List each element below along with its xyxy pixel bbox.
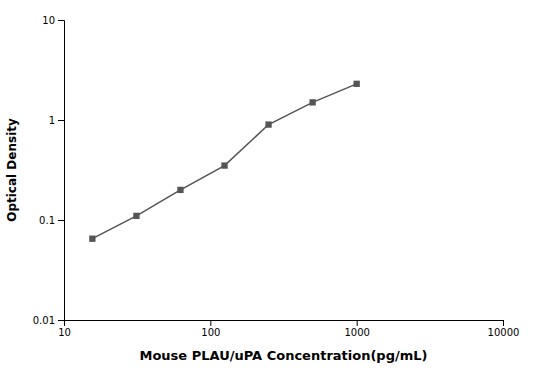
y-axis: 0.01 0.1 1 10 (33, 15, 65, 326)
tick: 0.1 (39, 215, 64, 226)
point (309, 99, 315, 105)
tick-mark (357, 320, 358, 326)
tick-mark (58, 20, 64, 21)
tick: 10 (42, 15, 64, 26)
tick-label: 1 (49, 115, 55, 126)
point (354, 81, 360, 87)
x-axis-title: Mouse PLAU/uPA Concentration(pg/mL) (140, 348, 428, 363)
tick: 0.01 (33, 315, 64, 326)
tick: 1000 (344, 320, 369, 338)
tick: 1 (49, 115, 64, 126)
tick-label: 10 (58, 327, 71, 338)
plot-area: 10 100 1000 10000 0.01 0.1 1 10 (33, 15, 520, 338)
tick: 10 (58, 320, 71, 338)
tick-mark (503, 320, 504, 326)
point (133, 213, 139, 219)
x-axis: 10 100 1000 10000 (58, 320, 519, 338)
tick: 10000 (488, 320, 520, 338)
series (89, 81, 360, 242)
tick-label: 1000 (344, 327, 369, 338)
tick-label: 10 (42, 15, 55, 26)
chart: 10 100 1000 10000 0.01 0.1 1 10 Mouse PLAU/uPA C… (0, 0, 533, 372)
line (92, 84, 356, 239)
y-axis-title: Optical Density (5, 118, 19, 222)
point (265, 121, 271, 127)
tick-mark (58, 320, 64, 321)
tick-mark (58, 220, 64, 221)
tick: 100 (201, 320, 220, 338)
tick-label: 0.1 (39, 215, 55, 226)
point (177, 187, 183, 193)
tick-label: 100 (201, 327, 220, 338)
point (89, 236, 95, 242)
tick-label: 0.01 (33, 315, 55, 326)
point (221, 162, 227, 168)
tick-mark (210, 320, 211, 326)
axis-line (65, 321, 504, 327)
tick-mark (58, 120, 64, 121)
tick-label: 10000 (488, 327, 520, 338)
axis-line (58, 21, 65, 321)
